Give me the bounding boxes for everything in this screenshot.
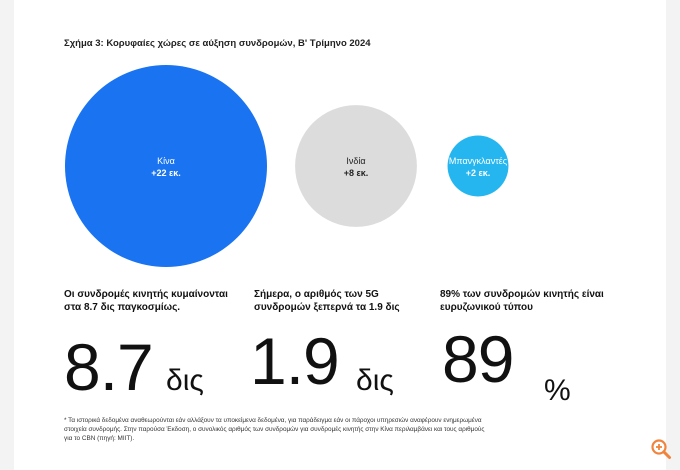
bubble-value-label: +8 εκ.: [344, 168, 369, 178]
zoom-button[interactable]: [650, 438, 672, 460]
stat-mobile-subscriptions: Οι συνδρομές κινητής κυμαίνονται στα 8.7…: [64, 288, 239, 314]
stat-unit: δις: [356, 364, 394, 397]
stat-text: 89% των συνδρομών κινητής είναι ευρυζωνι…: [440, 289, 604, 313]
stat-5g-subscriptions: Σήμερα, ο αριθμός των 5G συνδρομών ξεπερ…: [254, 288, 429, 314]
bubble-0: Κίνα +22 εκ.: [65, 65, 267, 267]
page-edge-left: [0, 0, 14, 470]
stat-unit: %: [544, 374, 571, 407]
bubble-category-label: Μπανγκλαντές: [449, 156, 508, 166]
bubble-value-label: +2 εκ.: [466, 168, 491, 178]
stat-unit: δις: [166, 364, 204, 397]
stat-value: 89: [442, 322, 514, 396]
bubble-value-label: +22 εκ.: [151, 168, 181, 178]
bubble-circle: [295, 105, 417, 227]
zoom-in-icon: [651, 439, 671, 459]
bubble-1: Ινδία +8 εκ.: [295, 105, 417, 227]
stat-value: 8.7: [64, 330, 154, 404]
bubble-circle: [447, 135, 509, 197]
bubble-2: Μπανγκλαντές +2 εκ.: [447, 135, 509, 197]
footnote: * Τα ιστορικά δεδομένα αναθεωρούνται εάν…: [64, 417, 485, 442]
stat-broadband-share: 89% των συνδρομών κινητής είναι ευρυζωνι…: [440, 288, 615, 314]
bubble-chart: Κίνα +22 εκ. Ινδία +8 εκ. Μπανγκλαντές +2 εκ.: [65, 65, 509, 267]
bubble-circle: [65, 65, 267, 267]
bubble-category-label: Ινδία: [346, 156, 365, 166]
figure-title: Σχήμα 3: Κορυφαίες χώρες σε αύξηση συνδρ…: [64, 38, 371, 49]
stat-text: Οι συνδρομές κινητής κυμαίνονται στα 8.7…: [64, 289, 228, 313]
bubble-category-label: Κίνα: [157, 156, 175, 166]
stat-value: 1.9: [250, 324, 340, 398]
stat-text: Σήμερα, ο αριθμός των 5G συνδρομών ξεπερ…: [254, 289, 400, 313]
page-edge-right: [666, 0, 680, 470]
